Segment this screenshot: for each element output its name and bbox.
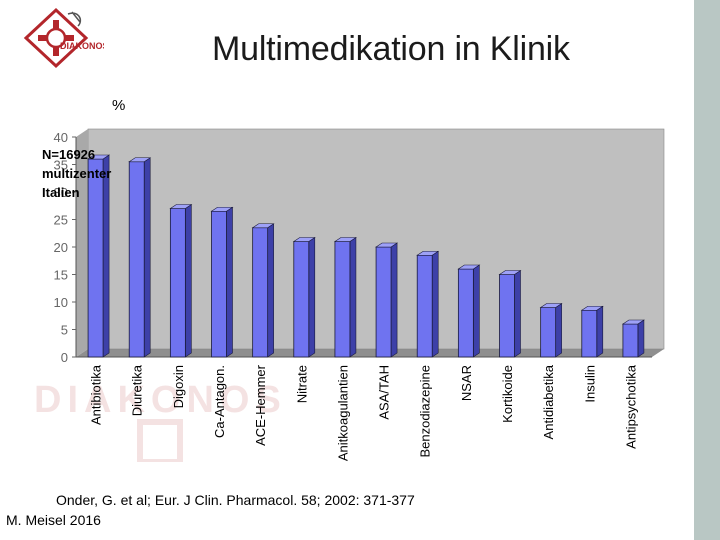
bar xyxy=(499,274,515,358)
bar-side xyxy=(555,302,562,358)
y-tick-label: 35 xyxy=(54,158,68,173)
x-tick-label: Antidiabetika xyxy=(541,364,556,439)
annotation-line-design: multizenter xyxy=(42,166,112,181)
bar-side xyxy=(308,236,316,358)
bar-side xyxy=(637,319,645,358)
x-tick-label: Benzodiazepine xyxy=(418,365,433,458)
x-tick-label: ASA/TAH xyxy=(377,365,392,420)
bar xyxy=(581,309,598,358)
unit-label: % xyxy=(112,97,126,114)
diakonos-watermark-icon: DIAKONOS xyxy=(34,379,280,462)
x-tick-label: ACE-Hemmer xyxy=(253,364,268,446)
bar-top xyxy=(539,303,563,308)
annotation-line-sample-size: N=16926 xyxy=(42,147,96,162)
bar-top xyxy=(169,204,193,209)
bar-side xyxy=(390,242,398,358)
bar xyxy=(540,307,557,358)
watermark-lettering: DIAKONOS xyxy=(34,379,280,421)
y-tick-label: 30 xyxy=(54,185,68,200)
x-tick-label: Insulin xyxy=(582,365,597,403)
bar xyxy=(169,208,186,358)
bar xyxy=(293,241,310,358)
bar-side xyxy=(226,206,233,358)
plot-floor xyxy=(76,349,664,357)
y-tick-label: 20 xyxy=(54,240,68,255)
bar-top xyxy=(292,237,316,242)
bar xyxy=(211,210,227,358)
bar-side xyxy=(596,305,604,358)
bar-top xyxy=(416,250,440,256)
bar-side xyxy=(431,250,439,358)
bar xyxy=(457,268,474,358)
slide-side-band xyxy=(694,0,720,540)
y-tick-label: 15 xyxy=(54,268,68,283)
bar-top xyxy=(375,242,399,248)
bar-top xyxy=(87,154,111,160)
x-tick-label: Kortikoide xyxy=(500,365,515,423)
bar xyxy=(622,323,639,358)
bar-top xyxy=(621,319,645,325)
slide-title: Multimedikation in Klinik xyxy=(212,30,570,68)
bar-side xyxy=(514,269,521,358)
y-tick-label: 40 xyxy=(54,130,68,145)
bar-side xyxy=(349,236,357,358)
author-credit: M. Meisel 2016 xyxy=(6,512,101,528)
bar xyxy=(375,246,392,358)
plot-side-wall xyxy=(76,129,88,357)
bar xyxy=(416,254,433,358)
x-tick-label: Diuretika xyxy=(130,364,145,416)
study-annotation: N=16926 multizenter Italien xyxy=(42,145,132,202)
bar xyxy=(252,227,269,358)
diakonos-logo-icon: DIAKONOS xyxy=(23,7,104,69)
annotation-line-country: Italien xyxy=(42,185,80,200)
bar-top xyxy=(128,157,152,163)
bar-top xyxy=(251,223,275,229)
bar-side xyxy=(473,264,480,358)
y-tick-label: 10 xyxy=(54,295,68,310)
bar xyxy=(334,241,351,358)
y-tick-label: 0 xyxy=(61,350,68,365)
bar-top xyxy=(210,206,234,212)
bar-top xyxy=(333,237,357,242)
y-tick-label: 25 xyxy=(54,213,68,228)
x-tick-label: Antipsychotika xyxy=(623,364,638,449)
x-tick-label: Ca-Antagon. xyxy=(212,365,227,438)
x-tick-label: NSAR xyxy=(459,365,474,401)
x-tick-label: Anitkoagulantien xyxy=(335,365,350,461)
bar-top xyxy=(457,264,481,270)
logo-lettering: DIAKONOS xyxy=(60,41,104,51)
x-tick-label: Antibiotika xyxy=(89,364,104,425)
bar-side xyxy=(143,157,151,358)
y-tick-label: 5 xyxy=(61,323,68,338)
bar-side xyxy=(185,203,192,358)
bar-top xyxy=(498,270,522,275)
bar-top xyxy=(580,305,604,311)
bar-side xyxy=(267,223,274,358)
source-citation: Onder, G. et al; Eur. J Clin. Pharmacol.… xyxy=(56,492,415,508)
x-tick-label: Digoxin xyxy=(171,365,186,408)
x-tick-label: Nitrate xyxy=(294,365,309,403)
